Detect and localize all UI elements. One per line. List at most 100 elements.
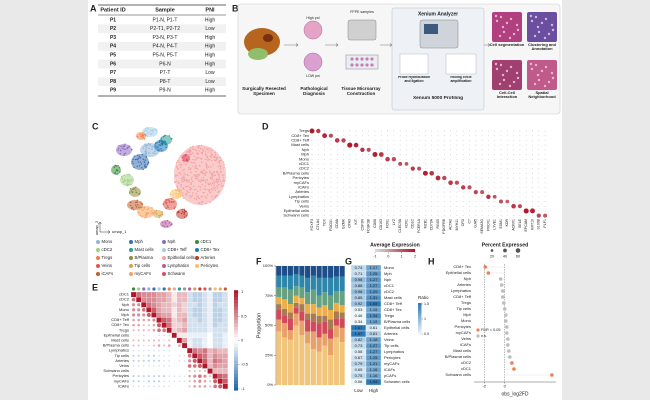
- background-dot: [406, 215, 407, 217]
- umap-cell: [197, 176, 199, 178]
- background-dot: [469, 158, 470, 160]
- row-label: Pericytes: [113, 373, 129, 378]
- output-image-dot: [498, 82, 502, 86]
- umap-cell: [215, 194, 217, 197]
- heatmap-cell: [207, 353, 213, 359]
- gene-label: CPA3: [348, 219, 352, 228]
- background-dot: [387, 205, 389, 207]
- umap-cell: [214, 154, 217, 156]
- heatmap-circle: [142, 359, 145, 362]
- umap-cell: [214, 180, 217, 183]
- output-image-dot: [495, 67, 499, 71]
- bar-segment: [299, 287, 305, 299]
- umap-cell: [171, 198, 173, 200]
- celltype-dot: [177, 287, 182, 291]
- gene-label: RGS5: [436, 219, 440, 229]
- background-dot: [475, 182, 477, 184]
- colorbar-step: [418, 317, 422, 320]
- umap-cell: [212, 179, 214, 181]
- heatmap-circle: [168, 385, 171, 388]
- umap-cell: [180, 155, 182, 157]
- heatmap-cell: [171, 322, 178, 328]
- expression-dot: [378, 152, 384, 157]
- background-dot: [506, 177, 508, 179]
- table-cell: P8-T: [160, 79, 171, 85]
- heatmap-cell: [207, 358, 213, 364]
- heatmap-cell: [217, 327, 223, 333]
- umap-cell: [205, 197, 208, 199]
- heatmap-circle: [137, 349, 140, 352]
- background-dot: [349, 196, 351, 198]
- tma-core: [355, 57, 359, 61]
- table-row-band: [98, 42, 226, 51]
- gene-label: S100B: [537, 218, 541, 229]
- background-dot: [406, 186, 407, 188]
- umap-cell: [195, 157, 198, 160]
- background-dot: [424, 144, 426, 146]
- expression-dot: [473, 190, 478, 195]
- heatmap-circle: [168, 339, 171, 342]
- bar-segment: [339, 276, 345, 291]
- umap-cell: [216, 157, 218, 160]
- umap-cell: [143, 153, 145, 155]
- background-dot: [462, 177, 464, 179]
- heatmap-cell: [207, 322, 213, 328]
- background-dot: [443, 182, 445, 184]
- heatmap-circle: [132, 385, 135, 388]
- output-image-dot: [502, 30, 506, 34]
- background-dot: [456, 177, 458, 179]
- background-dot: [431, 158, 433, 160]
- table-cell: P3: [110, 35, 116, 41]
- background-dot: [538, 144, 540, 146]
- background-dot: [431, 205, 433, 207]
- colorbar-step: [234, 387, 238, 391]
- umap-cell: [152, 131, 154, 133]
- umap-cell: [215, 159, 217, 162]
- colorbar-tick-label: 1: [424, 317, 426, 321]
- background-dot: [500, 191, 502, 193]
- background-dot: [481, 158, 483, 160]
- umap-cell: [113, 166, 115, 168]
- table-cell: Low: [205, 26, 215, 32]
- background-dot: [462, 205, 464, 207]
- bar-segment: [316, 315, 322, 324]
- background-dot: [487, 163, 489, 165]
- heatmap-cell: [146, 307, 152, 313]
- background-dot: [544, 201, 546, 202]
- umap-cell: [130, 201, 132, 203]
- umap-cell: [216, 180, 218, 182]
- background-dot: [494, 172, 496, 174]
- row-label: CD8+ Tex: [291, 133, 309, 138]
- umap-cell: [206, 167, 208, 169]
- bar-segment: [282, 337, 288, 385]
- legend-label: iCAFs: [102, 271, 114, 276]
- heatmap-cell: [176, 297, 183, 303]
- background-dot: [387, 215, 389, 217]
- expression-dot: [442, 175, 447, 181]
- colorbar-step: [234, 347, 238, 351]
- colorbar-step: [383, 249, 386, 252]
- umap-cell: [171, 201, 173, 204]
- background-dot: [336, 191, 338, 193]
- umap-cell: [182, 194, 184, 197]
- background-dot: [544, 210, 546, 212]
- umap-cell: [138, 206, 140, 208]
- bar-segment: [339, 305, 345, 313]
- tumor-illustration: [263, 34, 273, 42]
- umap-cell: [188, 194, 191, 197]
- background-dot: [462, 154, 464, 155]
- umap-cell: [199, 186, 202, 188]
- background-dot: [443, 196, 445, 198]
- output-image-dot: [498, 34, 502, 38]
- umap-cell: [146, 163, 149, 165]
- background-dot: [494, 215, 496, 217]
- bar-segment: [276, 304, 282, 311]
- umap-cell: [185, 190, 188, 192]
- heatmap-circle: [173, 355, 175, 357]
- heatmap-circle: [168, 349, 171, 352]
- background-dot: [399, 139, 401, 141]
- background-dot: [349, 191, 351, 193]
- umap-cell: [200, 158, 202, 160]
- umap-cluster: [182, 154, 190, 162]
- background-dot: [412, 205, 414, 207]
